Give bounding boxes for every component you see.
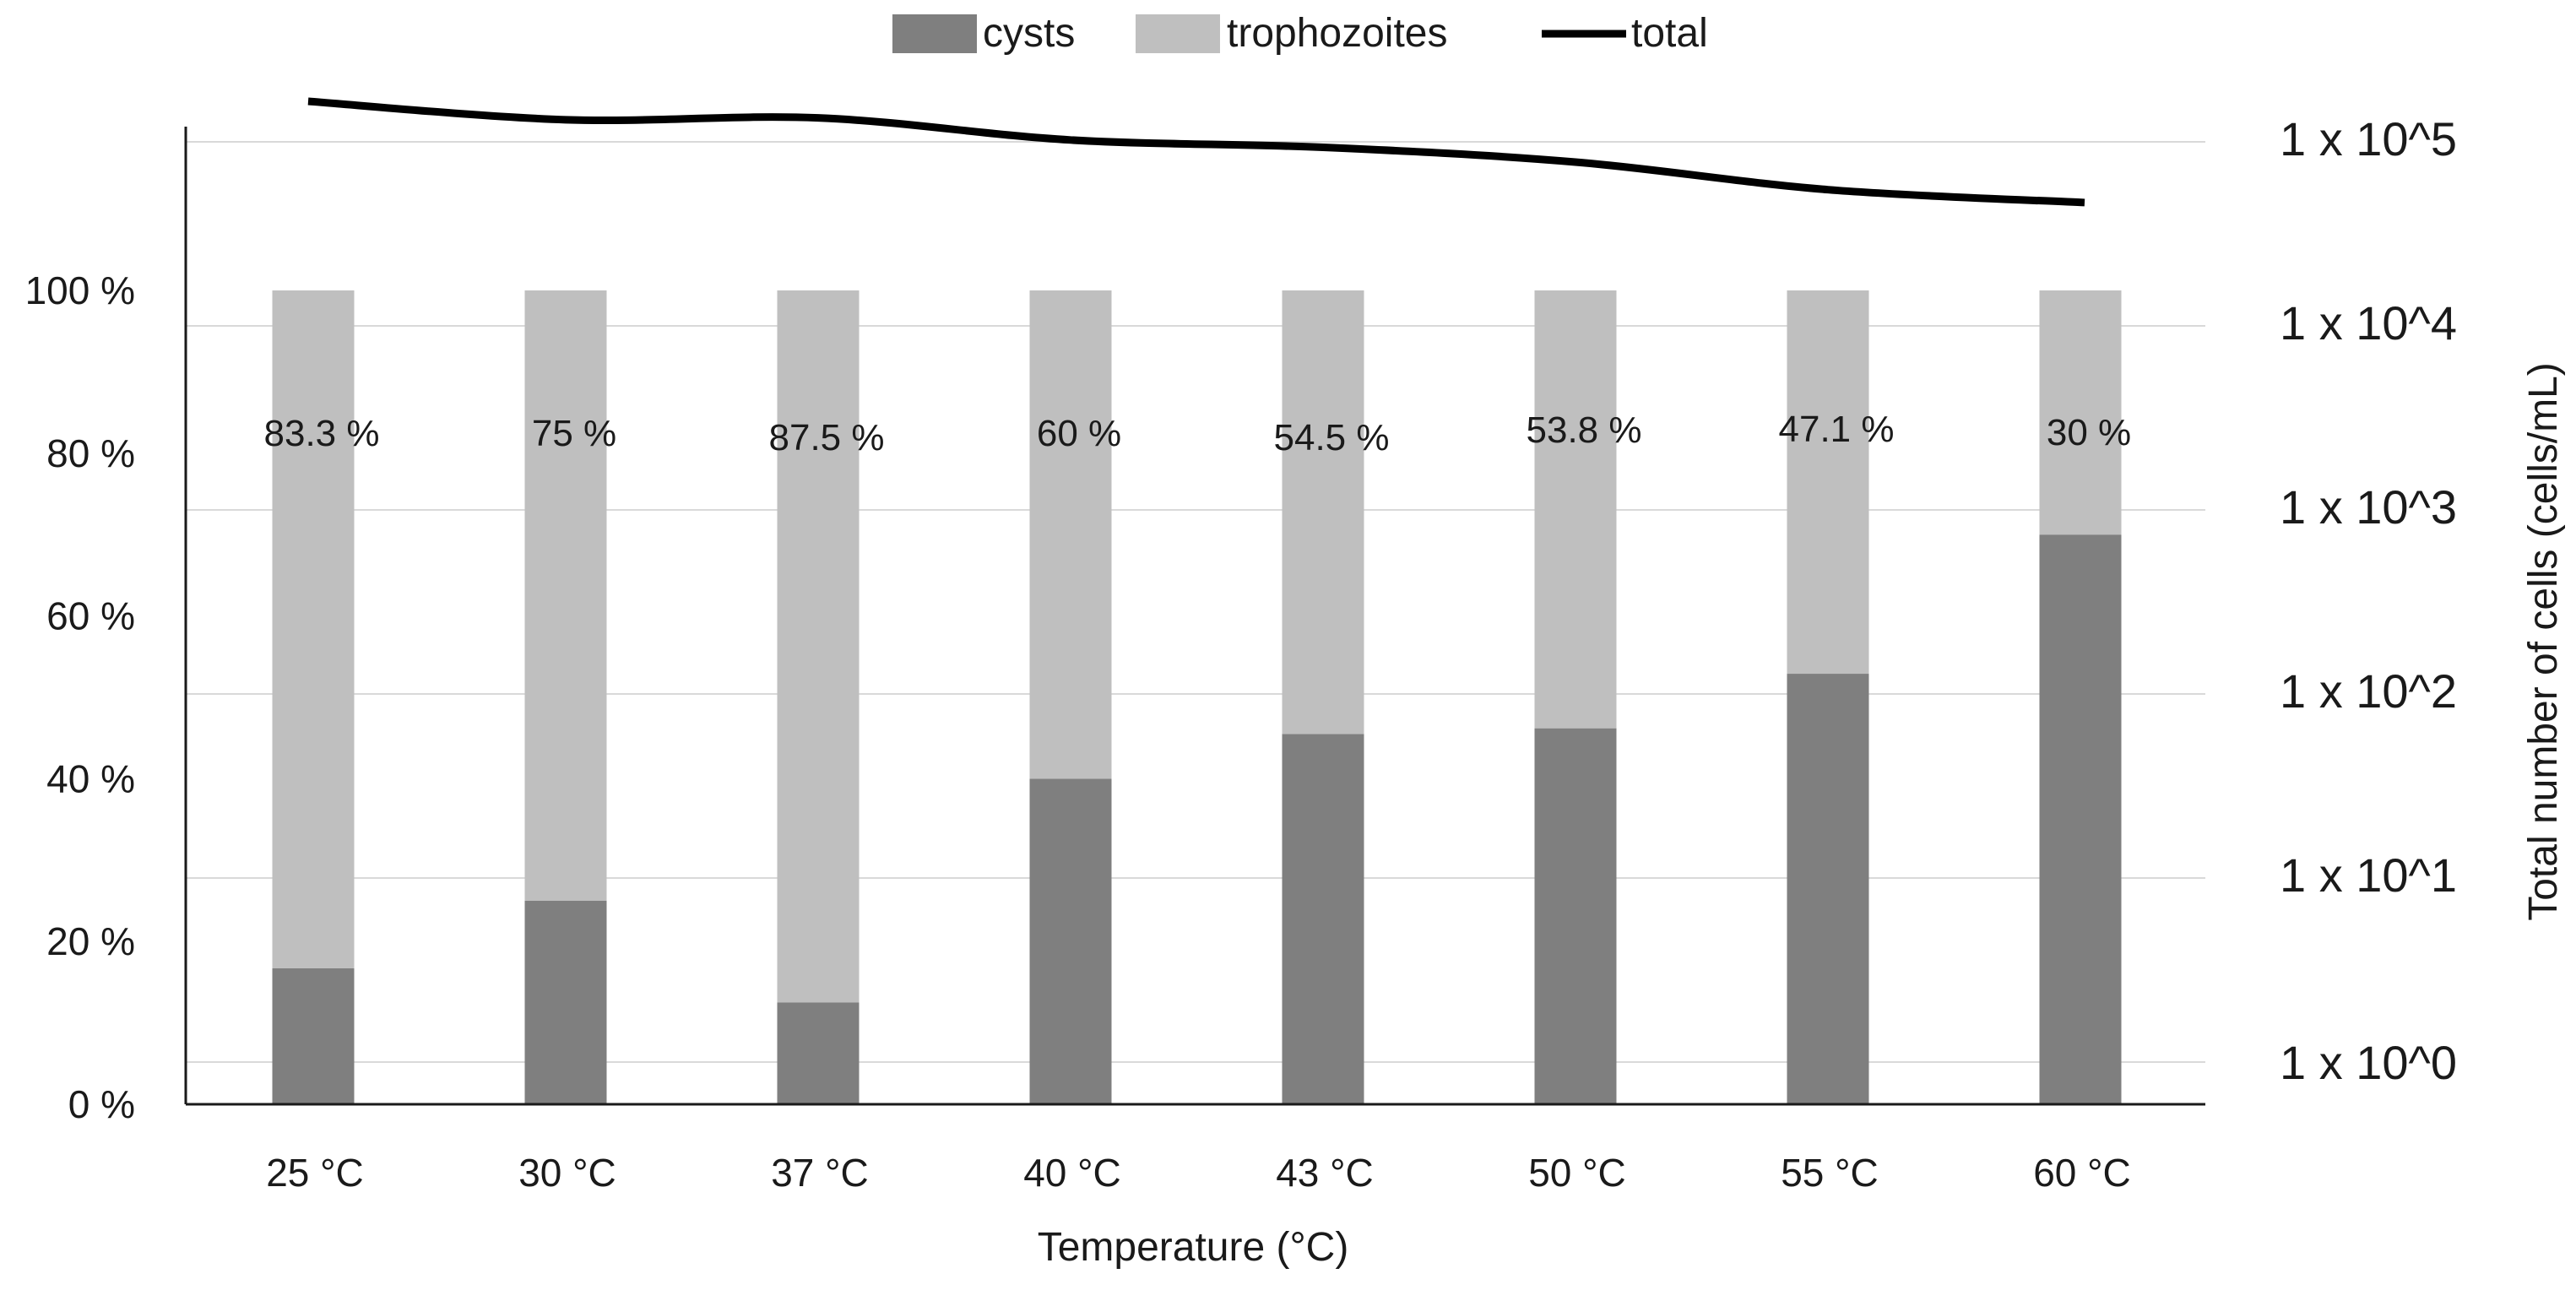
legend-swatch-cysts <box>892 14 977 53</box>
bar-trophozoites <box>272 290 355 969</box>
bar-cysts <box>1282 734 1364 1104</box>
bar-cysts <box>1029 778 1112 1104</box>
bar-trophozoites <box>1534 290 1617 729</box>
bar-cysts <box>272 968 355 1104</box>
legend-label-cysts: cysts <box>983 11 1075 56</box>
bar-trophozoites <box>1282 290 1364 734</box>
legend-swatch-trophozoites <box>1136 14 1220 53</box>
data-label: 53.8 % <box>1527 409 1642 451</box>
data-labels: 83.3 % 75 % 87.5 % 60 % 54.5 % 53.8 % 47.1 % 30… <box>264 409 2132 458</box>
bar-cysts <box>777 1002 860 1104</box>
bar-trophozoites <box>524 290 607 901</box>
data-label: 60 % <box>1037 413 1121 454</box>
data-label: 75 % <box>532 413 616 454</box>
y2-tick-label: 1 x 10^4 <box>2280 296 2457 350</box>
y2-tick-label: 1 x 10^0 <box>2280 1036 2457 1089</box>
y2-tick-label: 1 x 10^3 <box>2280 480 2457 534</box>
x-tick-label: 40 °C <box>1023 1151 1121 1195</box>
data-label: 30 % <box>2047 412 2131 453</box>
x-tick-label: 30 °C <box>518 1151 616 1195</box>
bars <box>272 290 2122 1104</box>
x-tick-label: 37 °C <box>771 1151 869 1195</box>
x-tick-label: 43 °C <box>1276 1151 1374 1195</box>
y-tick-label: 80 % <box>46 431 135 475</box>
bar-trophozoites <box>777 290 860 1003</box>
y-tick-label: 20 % <box>46 919 135 963</box>
y-tick-label: 100 % <box>25 268 135 312</box>
y2-tick-labels: 1 x 10^0 1 x 10^1 1 x 10^2 1 x 10^3 1 x 10^4… <box>2280 112 2457 1089</box>
y2-tick-label: 1 x 10^1 <box>2280 848 2457 902</box>
data-label: 54.5 % <box>1274 417 1390 458</box>
bar-cysts <box>2039 534 2122 1104</box>
bar-cysts <box>1534 728 1617 1104</box>
legend-label-trophozoites: trophozoites <box>1227 11 1448 56</box>
y-tick-label: 60 % <box>46 594 135 638</box>
total-line <box>307 97 2085 207</box>
bar-trophozoites <box>2039 290 2122 535</box>
x-axis-title: Temperature (°C) <box>1038 1225 1349 1270</box>
data-label: 83.3 % <box>264 413 380 454</box>
legend: cysts trophozoites total <box>892 11 1708 56</box>
y2-axis-title: Total number of cells (cells/mL) <box>2521 362 2566 921</box>
y2-tick-label: 1 x 10^2 <box>2280 664 2457 718</box>
total-line-series <box>307 97 2085 207</box>
x-tick-labels: 25 °C 30 °C 37 °C 40 °C 43 °C 50 °C 55 °C 60 °C <box>266 1151 2131 1195</box>
bar-cysts <box>1787 674 1869 1104</box>
axes <box>184 127 2205 1106</box>
x-tick-label: 25 °C <box>266 1151 364 1195</box>
x-tick-label: 55 °C <box>1781 1151 1879 1195</box>
y-tick-labels: 0 % 20 % 40 % 60 % 80 % 100 % <box>25 268 135 1126</box>
legend-label-total: total <box>1631 11 1708 56</box>
bar-trophozoites <box>1787 290 1869 675</box>
bar-cysts <box>524 901 607 1104</box>
y-tick-label: 40 % <box>46 756 135 800</box>
x-tick-label: 50 °C <box>1528 1151 1626 1195</box>
data-label: 47.1 % <box>1779 409 1895 450</box>
bar-trophozoites <box>1029 290 1112 779</box>
x-tick-label: 60 °C <box>2033 1151 2131 1195</box>
y-tick-label: 0 % <box>68 1082 135 1126</box>
y2-tick-label: 1 x 10^5 <box>2280 112 2457 165</box>
data-label: 87.5 % <box>769 417 885 458</box>
gridlines <box>186 141 2205 1063</box>
